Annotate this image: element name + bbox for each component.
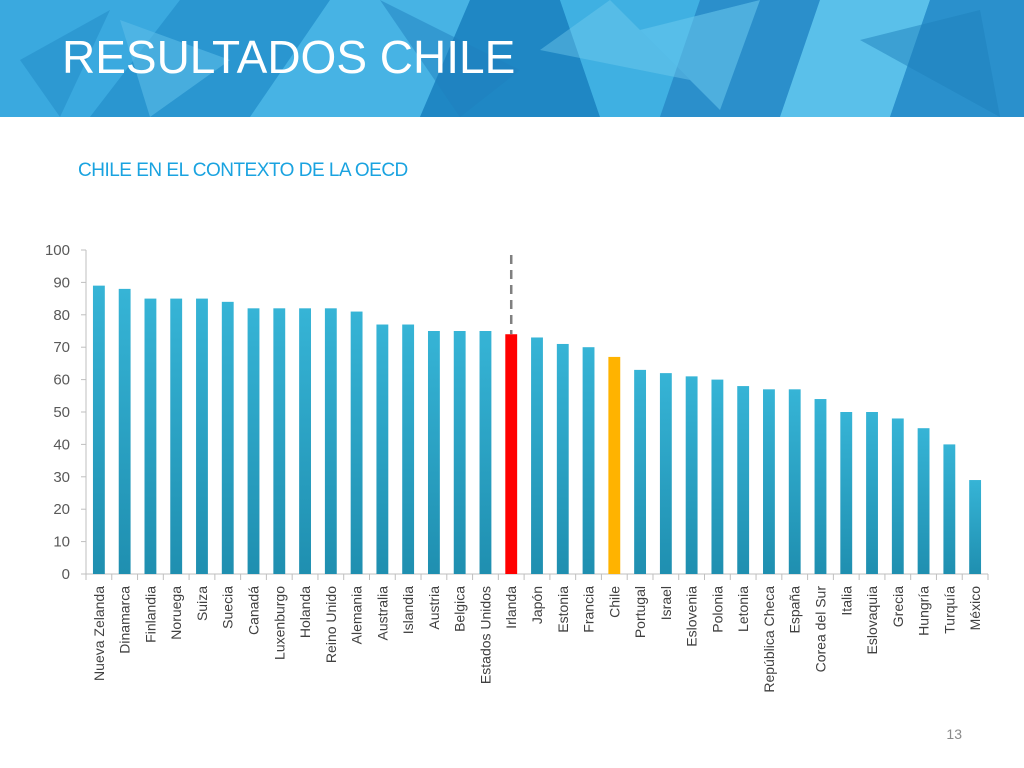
header-banner — [0, 0, 1024, 117]
y-tick-label: 40 — [53, 436, 70, 453]
y-axis: 0 10 20 30 40 50 60 70 80 90 100 — [45, 242, 87, 583]
x-tick-label: Luxenburgo — [271, 586, 287, 660]
bar-eslovenia — [685, 376, 698, 574]
x-tick-label: Irlanda — [503, 586, 519, 629]
bar-letonia — [737, 386, 750, 574]
bar-portugal — [634, 369, 647, 574]
x-tick-label: Letonia — [735, 586, 751, 632]
bar-turquía — [943, 444, 956, 574]
bar-francia — [582, 347, 595, 574]
x-tick-label: Islandia — [400, 586, 416, 634]
x-tick-label: Polonia — [709, 586, 725, 633]
bar-italia — [840, 412, 853, 574]
bar-suiza — [196, 298, 208, 574]
x-tick-label: México — [967, 586, 983, 631]
bar-japón — [531, 337, 543, 574]
bar-suecia — [221, 301, 234, 574]
bar-corea-del-sur — [814, 399, 827, 574]
y-tick-label: 70 — [53, 339, 70, 356]
bar-austria — [427, 331, 440, 574]
bar-españa — [788, 389, 801, 574]
bar-grecia — [891, 418, 904, 574]
bar-noruega — [170, 298, 183, 574]
bar-canadá — [247, 308, 260, 574]
x-tick-label: Alemania — [349, 586, 365, 645]
x-tick-label: Dinamarca — [117, 586, 133, 654]
x-tick-label: Portugal — [632, 586, 648, 638]
y-tick-label: 60 — [53, 372, 70, 389]
x-tick-label: Austria — [426, 586, 442, 630]
x-tick-label: Eslovenia — [684, 586, 700, 647]
x-tick-label: Suiza — [194, 586, 210, 621]
bar-holanda — [299, 308, 311, 574]
x-tick-label: Turquía — [941, 586, 957, 634]
bar-estonia — [556, 343, 569, 574]
bar-reino-unido — [324, 308, 337, 574]
bar-luxenburgo — [273, 308, 286, 574]
x-tick-label: Canadá — [246, 586, 262, 635]
x-tick-label: España — [787, 586, 803, 634]
x-tick-label: Corea del Sur — [812, 586, 828, 673]
bar-finlandia — [144, 298, 157, 574]
x-tick-label: Suecia — [220, 586, 236, 629]
x-tick-label: Finlandia — [142, 586, 158, 643]
bar-irlanda — [505, 334, 518, 574]
bar-alemania — [350, 311, 363, 574]
bar-méxico — [969, 480, 982, 574]
bar-islandia — [402, 324, 415, 574]
y-tick-label: 90 — [53, 274, 70, 291]
x-tick-label: Francia — [581, 586, 597, 633]
x-tick-label: República Checa — [761, 586, 777, 693]
bar-eslovaquia — [866, 412, 878, 574]
x-tick-label: Grecia — [890, 586, 906, 627]
x-tick-label: Israel — [658, 586, 674, 620]
x-tick-label: Estados Unidos — [477, 586, 493, 684]
bar-hungría — [917, 428, 930, 574]
page-number: 13 — [946, 726, 962, 742]
y-tick-label: 80 — [53, 307, 70, 324]
x-tick-label: Australia — [374, 586, 390, 641]
x-tick-label: Holanda — [297, 586, 313, 638]
x-tick-label: Reino Unido — [323, 586, 339, 663]
y-tick-label: 50 — [53, 404, 70, 421]
chart-subtitle: CHILE EN EL CONTEXTO DE LA OECD — [78, 160, 408, 181]
x-tick-label: Hungría — [916, 586, 932, 636]
y-tick-label: 10 — [53, 534, 70, 551]
x-tick-label: Japón — [529, 586, 545, 624]
x-tick-label: Nueva Zelanda — [91, 586, 107, 681]
y-tick-label: 100 — [45, 242, 70, 259]
x-tick-label: Belgica — [452, 586, 468, 632]
bar-israel — [659, 373, 672, 574]
bar-polonia — [711, 379, 724, 574]
x-tick-label: Eslovaquia — [864, 586, 880, 655]
x-tick-label: Noruega — [168, 586, 184, 640]
banner-background — [0, 0, 1024, 117]
y-tick-label: 30 — [53, 469, 70, 486]
bar-dinamarca — [118, 288, 131, 574]
x-tick-label: Estonia — [555, 586, 571, 633]
bars — [92, 285, 982, 574]
x-tick-label: Italia — [838, 586, 854, 616]
x-axis — [85, 573, 989, 580]
bar-belgica — [453, 331, 466, 574]
y-tick-label: 0 — [62, 566, 70, 583]
bar-república-checa — [763, 389, 775, 574]
bar-chile — [608, 356, 621, 574]
bar-nueva-zelanda — [92, 285, 105, 574]
y-tick-label: 20 — [53, 501, 70, 518]
slide-title: RESULTADOS CHILE — [62, 31, 516, 83]
bar-australia — [376, 324, 389, 574]
bar-estados-unidos — [479, 331, 492, 574]
x-tick-label: Chile — [606, 586, 622, 618]
x-tick-labels: Nueva Zelanda Dinamarca Finlandia Noruega Su… — [91, 586, 983, 693]
